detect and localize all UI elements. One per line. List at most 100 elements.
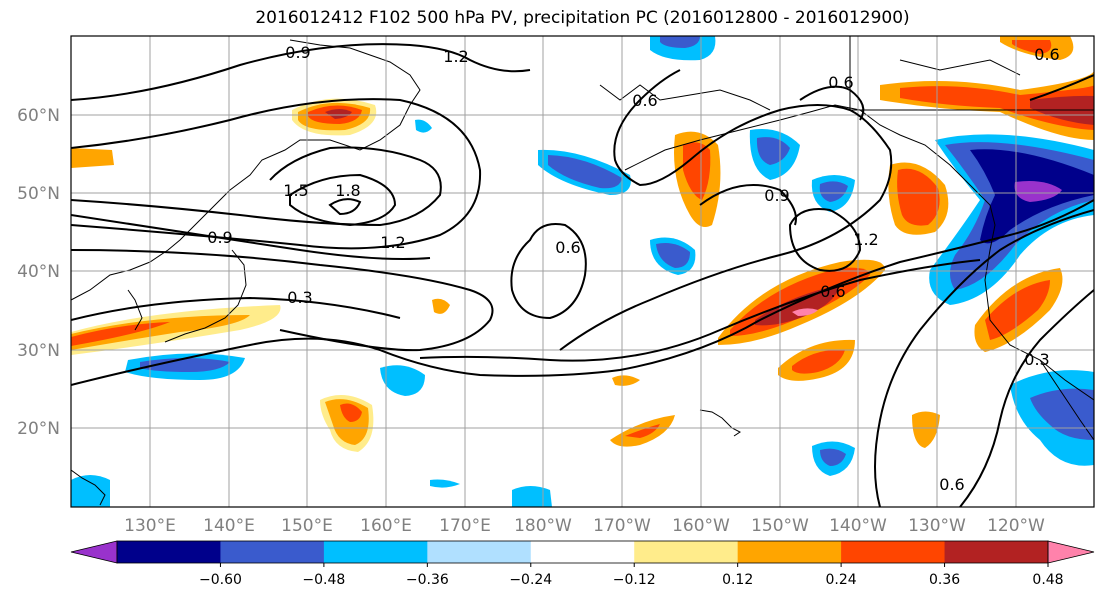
colorbar-segment: [323, 541, 428, 563]
lon-label: 170°W: [593, 516, 651, 536]
coastline-korea: [127, 289, 143, 331]
contour-label: 0.6: [828, 73, 853, 92]
precipitation-shading: [71, 36, 1094, 507]
shade-patch: [415, 119, 432, 133]
shade-patch: [548, 155, 622, 189]
shade-patch: [71, 148, 114, 168]
shade-patch: [792, 349, 845, 374]
colorbar-tick-label: −0.60: [199, 572, 242, 588]
colorbar-segment: [841, 541, 946, 563]
colorbar-min-arrow: [70, 540, 118, 564]
shade-patch: [900, 85, 1094, 130]
coastline-bering: [599, 84, 771, 111]
lat-label: 30°N: [17, 341, 60, 361]
contour-label: 1.2: [443, 47, 468, 66]
shade-patch: [71, 315, 250, 350]
shade-patch: [325, 109, 352, 119]
shade-patch: [430, 479, 460, 488]
lon-label: 130°W: [908, 516, 966, 536]
coastline-hawaii: [699, 409, 741, 437]
contour-label: 0.9: [764, 186, 789, 205]
shade-patch: [792, 308, 818, 316]
coastline-asia: [71, 39, 421, 301]
lon-label: 170°E: [439, 516, 491, 536]
colorbar: −0.60 −0.48 −0.36 −0.24 −0.12 0.12 0.24 0.36 0.4…: [70, 540, 1095, 588]
shade-patch: [985, 280, 1050, 340]
contour-label: 1.8: [335, 181, 360, 200]
shade-patch: [820, 448, 846, 466]
coastline-mexico: [1039, 359, 1094, 441]
pv-contour: [71, 98, 482, 250]
shade-patch: [912, 411, 940, 448]
lon-label: 180°W: [514, 516, 572, 536]
shade-patch: [683, 142, 711, 200]
lat-label: 60°N: [17, 106, 60, 126]
contour-label: 1.5: [283, 181, 308, 200]
colorbar-tick-label: 0.24: [826, 572, 857, 588]
colorbar-max-arrow: [1047, 540, 1095, 564]
contour-label: 0.9: [207, 228, 232, 247]
contour-label: 0.6: [820, 282, 845, 301]
shade-patch: [819, 181, 848, 202]
lon-label: 140°E: [203, 516, 255, 536]
colorbar-tick-label: 0.36: [929, 572, 960, 588]
lon-label: 140°W: [829, 516, 887, 536]
pv-contour: [71, 146, 442, 227]
colorbar-segment: [220, 541, 325, 563]
contour-label: 0.6: [1034, 45, 1059, 64]
pv-contour: [289, 173, 397, 227]
colorbar-tick-label: −0.24: [509, 572, 552, 588]
colorbar-segment: [530, 541, 635, 563]
map-frame: [70, 35, 1095, 508]
colorbar-segment: [117, 541, 221, 563]
colorbar-segment: [944, 541, 1049, 563]
lon-label: 160°E: [360, 516, 412, 536]
contour-label: 0.6: [555, 238, 580, 257]
pv-contour: [788, 208, 862, 272]
pv-contour: [959, 289, 1094, 507]
lat-label: 50°N: [17, 184, 60, 204]
contour-labels: 0.9 1.2 0.6 0.6 0.6 1.5 1.8 0.9 1.2 0.6 …: [207, 43, 1059, 494]
colorbar-tick-label: −0.12: [613, 572, 656, 588]
map-title: 2016012412 F102 500 hPa PV, precipitatio…: [255, 8, 910, 28]
contour-label: 0.9: [285, 43, 310, 62]
pv-contours: [71, 43, 1094, 507]
shade-patch: [897, 168, 940, 226]
shade-patch: [380, 365, 425, 396]
coastline-japan: [164, 249, 247, 343]
colorbar-tick-label: 0.48: [1032, 572, 1063, 588]
colorbar-segment: [737, 541, 842, 563]
colorbar-frame: [116, 540, 1049, 564]
colorbar-segment: [634, 541, 739, 563]
lon-label: 130°E: [124, 516, 176, 536]
shade-patch: [71, 475, 110, 507]
contour-label: 0.3: [1024, 350, 1049, 369]
coastline-canada-top: [849, 36, 1094, 111]
colorbar-tick-label: −0.48: [302, 572, 345, 588]
pv-contour: [419, 259, 981, 362]
shade-patch: [660, 36, 700, 48]
shade-patch: [1014, 181, 1062, 202]
lon-label: 160°W: [672, 516, 730, 536]
shade-patch: [656, 243, 690, 268]
coastline-philippines: [71, 469, 106, 506]
pv-contour: [328, 198, 362, 216]
longitude-labels: 130°E 140°E 150°E 160°E 170°E 180°W 170°…: [124, 516, 1045, 536]
contour-label: 0.3: [287, 288, 312, 307]
colorbar-segment: [427, 541, 532, 563]
shade-patch: [612, 375, 640, 386]
contour-label: 0.6: [939, 475, 964, 494]
shade-patch: [140, 358, 230, 372]
shade-patch: [756, 137, 790, 165]
lat-label: 20°N: [17, 419, 60, 439]
pv-contour: [71, 214, 431, 260]
lon-label: 150°W: [751, 516, 809, 536]
lon-label: 120°W: [987, 516, 1045, 536]
latitude-labels: 60°N 50°N 40°N 30°N 20°N: [17, 106, 60, 439]
colorbar-tick-label: −0.36: [406, 572, 449, 588]
contour-label: 1.2: [853, 230, 878, 249]
shade-patch: [1030, 388, 1094, 440]
shade-patch: [432, 298, 450, 314]
pv-contour: [699, 184, 797, 226]
pv-contour: [71, 43, 531, 101]
